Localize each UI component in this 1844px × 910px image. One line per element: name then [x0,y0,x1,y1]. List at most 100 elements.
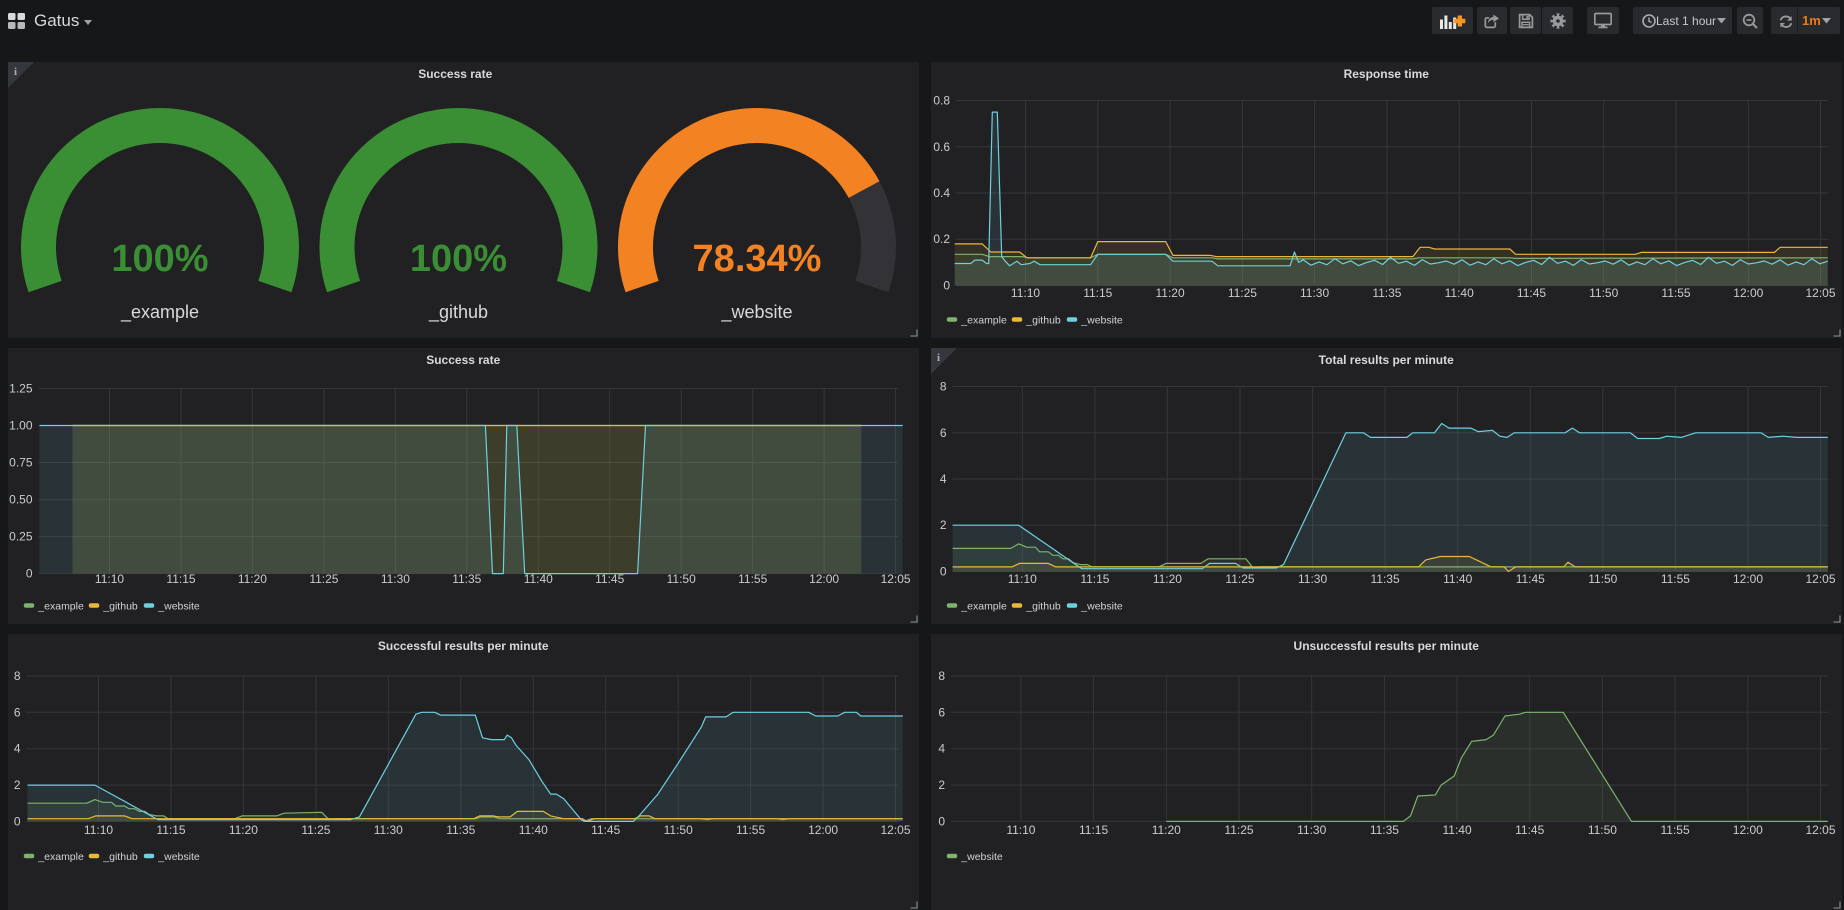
svg-text:12:05: 12:05 [881,572,911,586]
svg-text:_github: _github [1025,601,1061,613]
svg-text:11:25: 11:25 [301,823,330,837]
svg-text:11:25: 11:25 [1227,286,1256,300]
svg-text:11:15: 11:15 [156,823,185,837]
svg-text:11:30: 11:30 [381,572,410,586]
svg-text:11:10: 11:10 [95,572,124,586]
svg-text:0.75: 0.75 [9,456,33,470]
svg-text:11:45: 11:45 [595,572,624,586]
svg-text:11:40: 11:40 [524,572,553,586]
svg-text:0.25: 0.25 [9,530,33,544]
svg-text:11:15: 11:15 [1083,286,1112,300]
svg-text:11:50: 11:50 [1587,823,1616,837]
svg-text:4: 4 [938,742,945,756]
svg-text:11:35: 11:35 [452,572,481,586]
svg-text:6: 6 [939,426,946,440]
svg-text:12:05: 12:05 [880,823,910,837]
svg-text:i: i [14,66,17,78]
svg-text:12:00: 12:00 [1732,823,1762,837]
svg-text:11:30: 11:30 [1297,823,1326,837]
svg-text:0.4: 0.4 [933,186,950,200]
svg-text:_github: _github [428,302,488,323]
svg-text:_website: _website [157,601,200,613]
svg-text:11:40: 11:40 [1444,286,1473,300]
svg-text:11:45: 11:45 [1515,572,1544,586]
svg-text:_website: _website [1080,601,1123,613]
svg-text:11:35: 11:35 [1370,572,1399,586]
svg-text:11:50: 11:50 [1589,286,1618,300]
svg-text:6: 6 [938,705,945,719]
svg-text:_website: _website [720,302,792,323]
svg-text:12:05: 12:05 [1805,286,1835,300]
svg-text:11:25: 11:25 [1224,823,1253,837]
svg-text:4: 4 [939,472,946,486]
svg-text:_website: _website [960,851,1003,863]
svg-text:8: 8 [14,669,21,683]
svg-text:0.6: 0.6 [933,140,950,154]
svg-text:11:55: 11:55 [1661,286,1690,300]
svg-text:_github: _github [102,851,138,863]
svg-text:11:10: 11:10 [1010,286,1039,300]
svg-text:11:20: 11:20 [1151,823,1180,837]
svg-text:12:00: 12:00 [1732,572,1762,586]
svg-text:11:35: 11:35 [446,823,475,837]
svg-text:_github: _github [1025,315,1061,327]
svg-text:11:45: 11:45 [591,823,620,837]
svg-text:12:05: 12:05 [1805,572,1835,586]
svg-text:_example: _example [960,315,1007,327]
svg-text:_website: _website [157,851,200,863]
svg-text:12:00: 12:00 [809,572,839,586]
svg-text:11:15: 11:15 [1080,572,1109,586]
svg-text:11:45: 11:45 [1515,823,1544,837]
svg-text:_example: _example [960,601,1007,613]
svg-text:12:05: 12:05 [1805,823,1835,837]
svg-text:i: i [937,352,940,364]
svg-text:11:40: 11:40 [1443,572,1472,586]
svg-text:11:10: 11:10 [1007,572,1036,586]
svg-text:0.2: 0.2 [933,232,950,246]
svg-text:11:30: 11:30 [1300,286,1329,300]
svg-text:11:55: 11:55 [738,572,767,586]
svg-text:_example: _example [37,851,84,863]
svg-text:8: 8 [938,669,945,683]
svg-text:11:40: 11:40 [519,823,548,837]
svg-text:100%: 100% [111,238,208,280]
svg-text:11:45: 11:45 [1516,286,1545,300]
svg-text:11:20: 11:20 [238,572,267,586]
svg-text:0: 0 [14,814,21,828]
svg-text:12:00: 12:00 [1733,286,1763,300]
svg-text:0.50: 0.50 [9,493,33,507]
svg-text:11:10: 11:10 [1006,823,1035,837]
svg-text:11:35: 11:35 [1372,286,1401,300]
svg-text:11:25: 11:25 [1225,572,1254,586]
svg-text:12:00: 12:00 [808,823,838,837]
svg-text:11:30: 11:30 [1298,572,1327,586]
svg-text:11:55: 11:55 [736,823,765,837]
svg-text:8: 8 [939,380,946,394]
svg-text:2: 2 [939,518,946,532]
svg-text:11:40: 11:40 [1442,823,1471,837]
svg-text:0: 0 [939,565,946,579]
svg-text:11:50: 11:50 [664,823,693,837]
svg-text:11:15: 11:15 [166,572,195,586]
svg-text:_example: _example [120,302,199,323]
svg-text:11:55: 11:55 [1660,823,1689,837]
svg-text:1.00: 1.00 [9,419,33,433]
svg-text:11:55: 11:55 [1660,572,1689,586]
svg-text:11:25: 11:25 [309,572,338,586]
svg-text:_example: _example [37,601,84,613]
svg-text:11:20: 11:20 [229,823,258,837]
svg-text:11:15: 11:15 [1079,823,1108,837]
svg-text:11:20: 11:20 [1155,286,1184,300]
svg-text:6: 6 [14,705,21,719]
svg-text:_github: _github [102,601,138,613]
svg-text:11:10: 11:10 [84,823,113,837]
svg-text:0: 0 [26,567,33,581]
svg-text:11:20: 11:20 [1152,572,1181,586]
svg-text:11:50: 11:50 [667,572,696,586]
svg-text:11:30: 11:30 [374,823,403,837]
svg-text:1.25: 1.25 [9,382,33,396]
svg-text:_website: _website [1080,315,1123,327]
svg-text:4: 4 [14,742,21,756]
svg-text:100%: 100% [410,238,507,280]
svg-text:2: 2 [938,778,945,792]
